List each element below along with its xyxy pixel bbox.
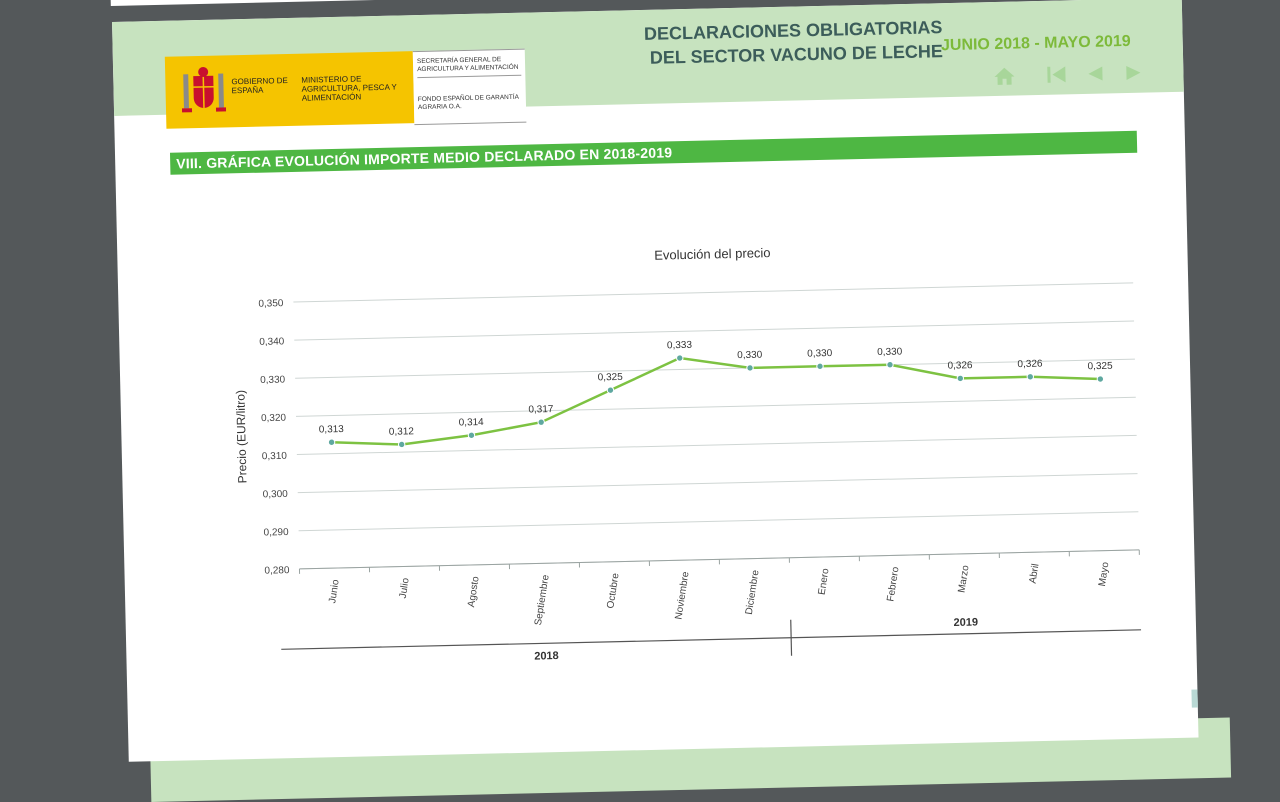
data-point — [817, 363, 824, 370]
data-label: 0,313 — [319, 424, 345, 436]
data-point — [1097, 376, 1104, 383]
data-point — [398, 441, 405, 448]
data-point — [538, 419, 545, 426]
y-tick-label: 0,280 — [264, 565, 290, 577]
price-series-line — [330, 349, 1102, 447]
chart-title: Evolución del precio — [654, 245, 771, 263]
data-label: 0,312 — [389, 426, 415, 438]
secretariat-name: SECRETARÍA GENERAL DE AGRICULTURA Y ALIM… — [417, 56, 521, 78]
y-tick-label: 0,290 — [263, 527, 289, 539]
x-tick-label: Febrero — [885, 566, 901, 603]
data-label: 0,325 — [1087, 361, 1113, 373]
data-label: 0,330 — [877, 346, 903, 358]
price-chart: Evolución del precio 0,280 0,290 0,300 0,310… — [197, 227, 1147, 678]
page-number: 11 — [1197, 691, 1198, 703]
data-label: 0,330 — [807, 348, 833, 360]
first-page-icon[interactable] — [1045, 64, 1068, 88]
data-point — [607, 387, 614, 394]
document-page: GOBIERNO DE ESPAÑA MINISTERIO DE AGRICUL… — [112, 0, 1199, 762]
government-name: GOBIERNO DE ESPAÑA — [231, 76, 291, 95]
x-tick-label: Octubre — [605, 572, 621, 609]
x-tick-label: Julio — [398, 577, 412, 599]
data-label: 0,326 — [1017, 359, 1043, 371]
y-axis-label: Precio (EUR/litro) — [233, 390, 249, 484]
data-label: 0,326 — [947, 360, 973, 372]
y-tick-label: 0,310 — [262, 451, 288, 463]
coat-of-arms-icon — [179, 65, 228, 118]
data-point — [468, 432, 475, 439]
grid-line — [297, 435, 1137, 454]
data-label: 0,330 — [737, 350, 763, 362]
grid-line — [296, 397, 1136, 416]
x-tick-label: Abril — [1028, 563, 1042, 584]
data-point — [957, 375, 964, 382]
group-divider — [791, 620, 792, 656]
agency-block: SECRETARÍA GENERAL DE AGRICULTURA Y ALIM… — [413, 49, 527, 126]
section-title: VIII. GRÁFICA EVOLUCIÓN IMPORTE MEDIO DE… — [176, 144, 672, 171]
x-tick-label: Mayo — [1097, 561, 1112, 587]
line-chart: Evolución del precio 0,280 0,290 0,300 0,310… — [197, 227, 1147, 678]
x-tick-label: Noviembre — [673, 570, 691, 620]
x-tick-label: Agosto — [466, 575, 482, 608]
next-page-icon[interactable] — [1123, 63, 1144, 87]
data-label: 0,314 — [459, 417, 485, 429]
data-point — [676, 355, 683, 362]
data-point — [1027, 374, 1034, 381]
x-tick-label: Junio — [327, 578, 342, 604]
data-point — [887, 361, 894, 368]
data-label: 0,317 — [528, 404, 554, 416]
x-tick-label: Septiembre — [533, 574, 552, 627]
y-tick-label: 0,350 — [258, 298, 284, 310]
data-point — [328, 439, 335, 446]
group-label: 2018 — [534, 650, 559, 663]
y-tick-label: 0,300 — [263, 489, 289, 501]
x-tick-label: Marzo — [956, 564, 971, 594]
data-point — [747, 365, 754, 372]
prev-page-icon[interactable] — [1085, 63, 1106, 87]
page-number-box: 11 — [1191, 689, 1198, 708]
y-tick-label: 0,320 — [261, 413, 287, 425]
x-tick-label: Enero — [817, 567, 832, 595]
grid-line — [298, 474, 1138, 493]
government-logo: GOBIERNO DE ESPAÑA MINISTERIO DE AGRICUL… — [165, 51, 415, 129]
grid-line — [299, 512, 1139, 531]
fund-name: FONDO ESPAÑOL DE GARANTÍA AGRARIA O.A. — [418, 94, 522, 111]
data-label: 0,325 — [598, 372, 624, 384]
grid-line — [294, 321, 1134, 340]
ministry-name: MINISTERIO DE AGRICULTURA, PESCA Y ALIME… — [301, 73, 412, 102]
section-header: VIII. GRÁFICA EVOLUCIÓN IMPORTE MEDIO DE… — [170, 131, 1137, 175]
y-tick-label: 0,340 — [259, 336, 285, 348]
grid-line — [293, 283, 1133, 302]
group-axis-line — [281, 630, 1141, 650]
y-tick-label: 0,330 — [260, 374, 286, 386]
x-tick-label: Diciembre — [744, 569, 762, 616]
data-label: 0,333 — [667, 340, 693, 352]
group-label: 2019 — [953, 617, 978, 630]
home-icon[interactable] — [993, 66, 1016, 90]
